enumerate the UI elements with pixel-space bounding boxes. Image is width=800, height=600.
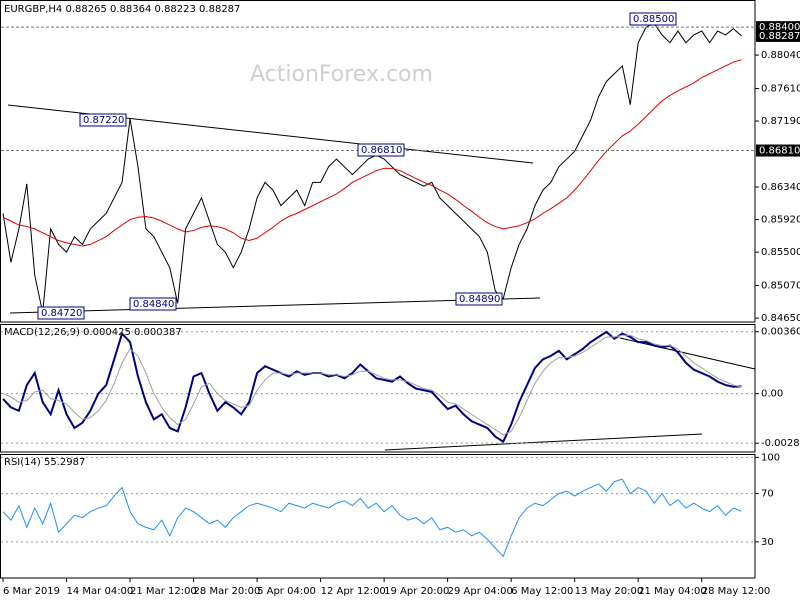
x-tick-label: 5 Apr 04:00: [257, 586, 316, 597]
x-tick-label: 6 May 12:00: [511, 586, 573, 597]
annotation-label: 0.88500: [633, 14, 674, 25]
y-tick-label: 0.87610: [761, 83, 800, 94]
level-box: [756, 21, 800, 34]
watermark: ActionForex.com: [250, 62, 433, 87]
level-label: 0.88400: [759, 22, 800, 33]
chart-title: EURGBP,H4 0.88265 0.88364 0.88223 0.8828…: [4, 4, 240, 15]
series-line: [2, 478, 742, 558]
x-tick-label: 14 Mar 04:00: [67, 586, 134, 597]
trendline: [384, 433, 703, 451]
y-tick-label: 0.003608: [761, 327, 800, 338]
x-tick-label: 6 Mar 2019: [3, 586, 60, 597]
plot: [2, 478, 742, 558]
y-tick-label: -0.002886: [761, 438, 800, 449]
y-tick-label: 0.85500: [761, 247, 800, 258]
annotation-box: [357, 143, 405, 157]
y-tick-label: 0.85070: [761, 281, 800, 292]
x-tick-label: 21 May 04:00: [638, 586, 707, 597]
trendline: [9, 297, 541, 314]
y-tick-label: 0.86340: [761, 182, 800, 193]
x-tick-label: 19 Apr 20:00: [384, 586, 449, 597]
annotation-box: [37, 306, 85, 320]
x-tick-label: 13 May 20:00: [575, 586, 644, 597]
annotation-label: 0.84890: [459, 294, 500, 305]
y-tick-label: 100: [761, 452, 780, 463]
annotation-box: [629, 12, 677, 26]
x-tick-label: 12 Apr 12:00: [321, 586, 386, 597]
annotation-label: 0.84720: [41, 308, 82, 319]
trendline: [619, 337, 756, 370]
y-tick-label: 0.85920: [761, 215, 800, 226]
annotation-label: 0.84840: [133, 299, 174, 310]
level-label: 0.86810: [759, 146, 800, 157]
rsi-pane: [0, 454, 756, 579]
annotation-box: [79, 113, 127, 127]
y-tick-label: 0.87190: [761, 116, 800, 127]
y-tick-label: 0.00: [761, 389, 783, 400]
annotation-box: [129, 297, 177, 311]
x-tick-label: 29 Apr 04:00: [448, 586, 513, 597]
series-line: [2, 330, 742, 444]
y-tick-label: 0.84650: [761, 313, 800, 324]
annotation-label: 0.86810: [361, 145, 402, 156]
level-box: [756, 144, 800, 157]
annotation-box: [455, 292, 503, 306]
rsi-title: RSI(14) 55.2987: [4, 457, 85, 468]
y-tick-label: 0.88040: [761, 50, 800, 61]
y-tick-label: 30: [761, 537, 774, 548]
level-label: 0.88287: [759, 31, 800, 42]
macd-pane: [0, 324, 756, 453]
x-tick-label: 28 Mar 20:00: [194, 586, 261, 597]
series-line: [2, 334, 742, 436]
x-tick-label: 21 Mar 12:00: [130, 586, 197, 597]
series-line: [2, 59, 742, 247]
macd-title: MACD(12,26,9) 0.000425 0.000387: [4, 327, 182, 338]
x-tick-label: 28 May 12:00: [702, 586, 771, 597]
level-box: [756, 29, 800, 42]
price-pane: [0, 0, 756, 323]
plot: [2, 330, 742, 444]
annotation-label: 0.87220: [83, 115, 124, 126]
y-tick-label: 70: [761, 489, 774, 500]
